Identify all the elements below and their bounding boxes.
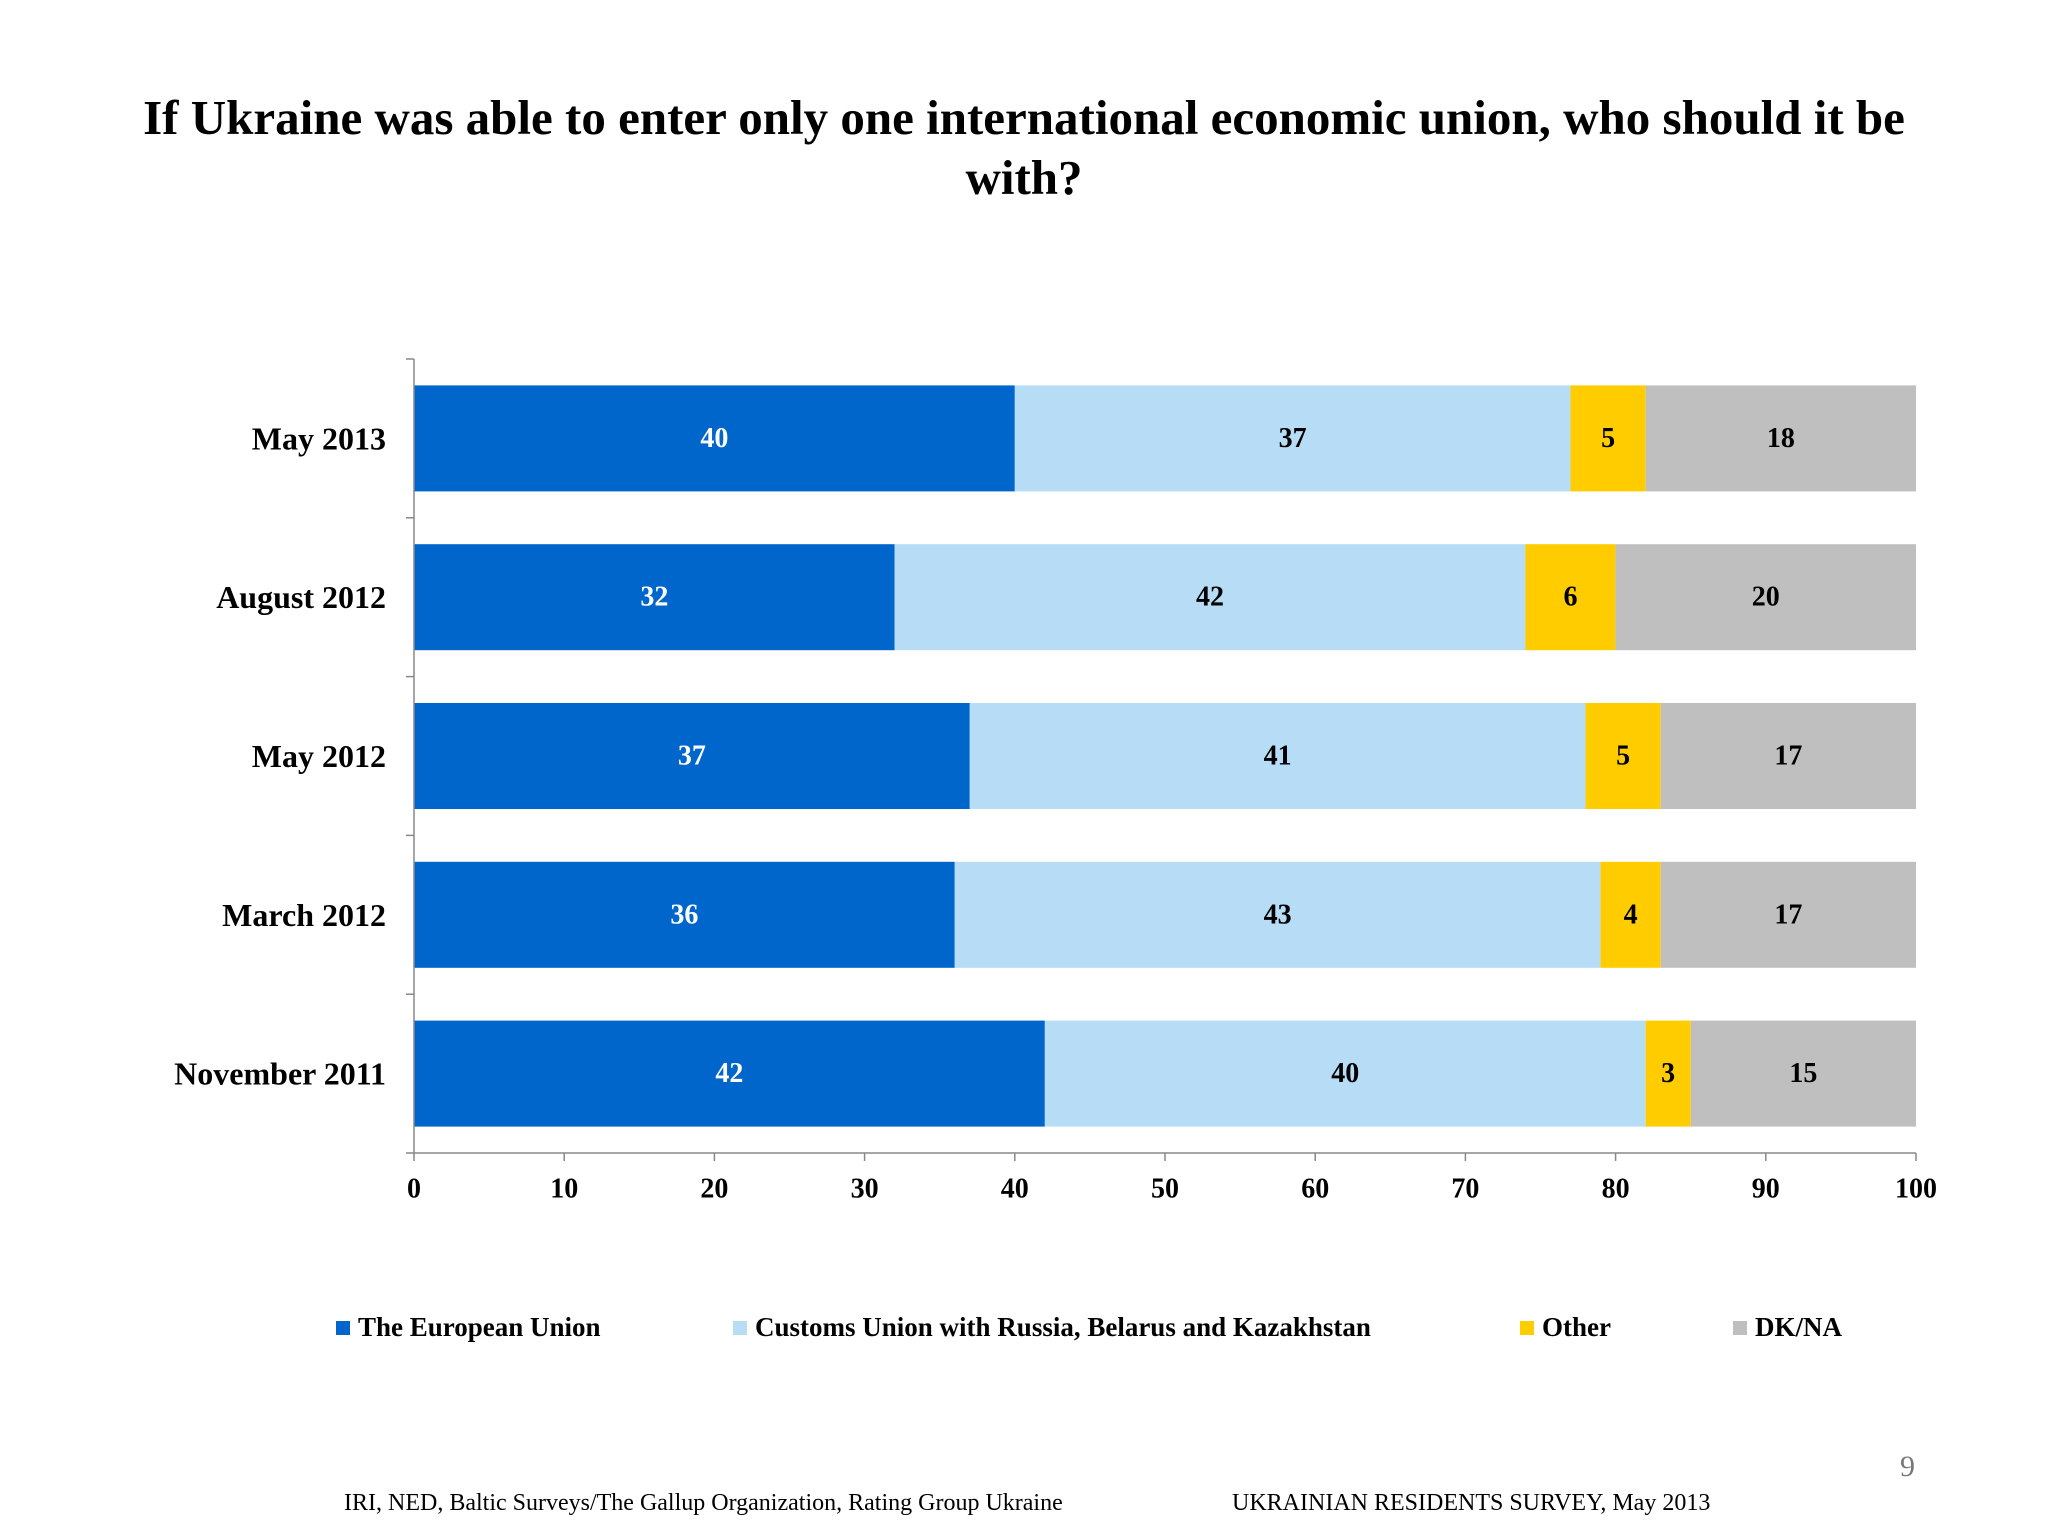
legend-swatch <box>1733 1320 1747 1335</box>
category-label: May 2013 <box>252 420 386 456</box>
bar-segment <box>414 544 895 651</box>
bar-segment <box>1600 861 1661 968</box>
x-tick-label: 70 <box>1451 1174 1479 1205</box>
legend-item: DK/NA <box>1733 1312 1842 1343</box>
x-tick-label: 80 <box>1602 1174 1630 1205</box>
bar-segment <box>414 703 970 809</box>
data-label: 3 <box>1661 1058 1675 1089</box>
legend-item: Customs Union with Russia, Belarus and K… <box>733 1312 1371 1343</box>
bar-segment <box>954 861 1601 968</box>
legend-swatch <box>336 1320 350 1335</box>
x-tick-label: 30 <box>851 1174 879 1205</box>
legend-label: Other <box>1542 1312 1611 1342</box>
category-label: November 2011 <box>174 1056 386 1092</box>
bar-segment <box>894 544 1526 651</box>
bar-segment <box>1014 385 1571 492</box>
data-label: 41 <box>1264 741 1292 772</box>
data-label: 6 <box>1564 582 1578 613</box>
bar-segment <box>1044 1020 1646 1127</box>
bar-segment <box>1645 385 1916 492</box>
x-tick-label: 20 <box>700 1174 728 1205</box>
bar-segment <box>414 385 1015 492</box>
x-tick-label: 10 <box>550 1174 578 1205</box>
data-label: 20 <box>1752 582 1780 613</box>
data-label: 32 <box>640 582 668 613</box>
page-number: 9 <box>1900 1450 1915 1483</box>
bar-segment <box>1660 861 1916 968</box>
data-label: 17 <box>1774 899 1802 930</box>
x-tick-label: 50 <box>1151 1174 1179 1205</box>
x-tick-label: 40 <box>1001 1174 1029 1205</box>
bar-segment <box>1585 703 1661 809</box>
bar-segment <box>1660 703 1916 809</box>
data-label: 36 <box>670 899 698 930</box>
data-label: 5 <box>1616 741 1630 772</box>
bar-segment <box>1525 544 1616 651</box>
chart-legend: The European Union Customs Union with Rus… <box>0 1312 2048 1352</box>
data-label: 15 <box>1789 1058 1817 1089</box>
data-label: 42 <box>1196 582 1224 613</box>
category-label: March 2012 <box>222 897 386 933</box>
x-tick-label: 60 <box>1301 1174 1329 1205</box>
legend-item: The European Union <box>336 1312 601 1343</box>
legend-label: DK/NA <box>1755 1312 1842 1342</box>
footer-source: IRI, NED, Baltic Surveys/The Gallup Orga… <box>344 1490 1063 1516</box>
legend-label: The European Union <box>358 1312 601 1342</box>
x-tick-label: 90 <box>1752 1174 1780 1205</box>
data-label: 40 <box>1331 1058 1359 1089</box>
category-label: August 2012 <box>216 579 386 615</box>
x-tick-label: 0 <box>407 1174 421 1205</box>
legend-item: Other <box>1520 1312 1611 1343</box>
footer-survey: UKRAINIAN RESIDENTS SURVEY, May 2013 <box>1232 1490 1711 1516</box>
data-label: 43 <box>1264 899 1292 930</box>
data-label: 18 <box>1767 423 1795 454</box>
data-label: 17 <box>1774 741 1802 772</box>
data-label: 4 <box>1624 899 1638 930</box>
bar-segment <box>414 1020 1045 1127</box>
data-label: 37 <box>1279 423 1307 454</box>
bar-segment <box>969 703 1586 809</box>
legend-swatch <box>733 1320 747 1335</box>
chart-title: If Ukraine was able to enter only one in… <box>143 90 1905 205</box>
category-label: May 2012 <box>252 738 386 774</box>
bar-segment <box>1570 385 1646 492</box>
legend-swatch <box>1520 1320 1534 1335</box>
bar-segment <box>1615 544 1916 651</box>
data-label: 42 <box>715 1058 743 1089</box>
data-label: 40 <box>700 423 728 454</box>
data-label: 5 <box>1601 423 1615 454</box>
bar-segment <box>1645 1020 1691 1127</box>
data-label: 37 <box>678 741 706 772</box>
bar-segment <box>414 861 955 968</box>
x-tick-label: 100 <box>1895 1174 1937 1205</box>
bar-segment <box>1690 1020 1916 1127</box>
legend-label: Customs Union with Russia, Belarus and K… <box>755 1312 1371 1342</box>
